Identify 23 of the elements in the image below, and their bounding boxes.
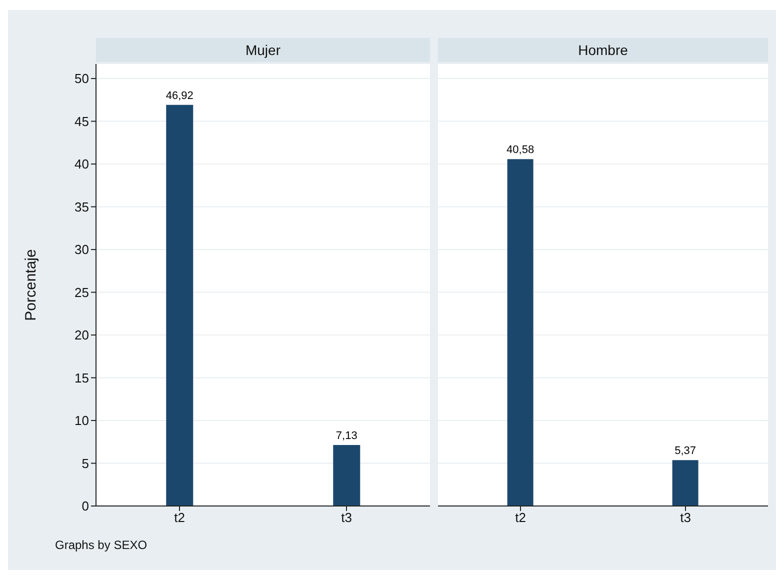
data-label: 40,58 [506, 144, 534, 156]
x-tick-label: t3 [680, 510, 691, 526]
x-tick-label: t2 [174, 510, 185, 526]
y-tick-label: 5 [82, 456, 89, 471]
y-tick-label: 35 [74, 199, 89, 214]
y-tick-label: 15 [74, 370, 89, 386]
data-label: 7,13 [336, 430, 358, 442]
y-tick-label: 20 [74, 328, 89, 343]
text: Graphs by SEXO [55, 538, 148, 552]
chart-title: Mujer [96, 38, 430, 62]
y-tick-label: 0 [82, 498, 89, 514]
data-label: 46,92 [166, 90, 194, 102]
y-axis-title: Porcentaje [22, 249, 40, 321]
y-tick-label: 45 [74, 114, 89, 129]
y-tick-label: 50 [74, 71, 89, 86]
chart-title: Hombre [438, 38, 768, 62]
data-label: 5,37 [674, 445, 696, 458]
y-tick-label: 10 [74, 413, 89, 428]
y-tick-label: 25 [74, 284, 89, 300]
x-tick-label: t2 [515, 510, 526, 526]
y-tick-label: 40 [74, 156, 89, 172]
y-tick-label: 30 [74, 242, 89, 258]
x-tick-label: t3 [341, 510, 352, 526]
